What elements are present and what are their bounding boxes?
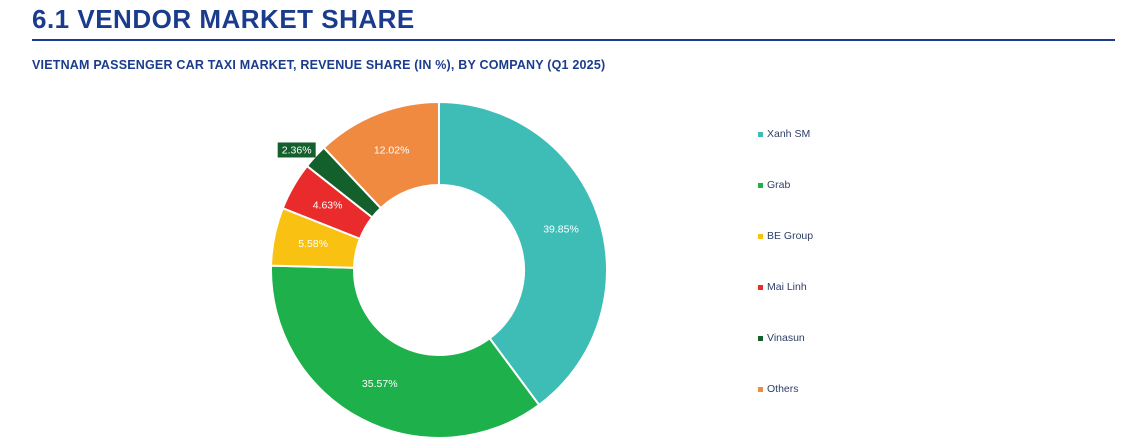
legend-item-mai-linh: Mai Linh — [758, 281, 813, 332]
data-label-xanh-sm: 39.85% — [543, 223, 579, 235]
slice-grab — [270, 264, 541, 439]
legend-swatch — [758, 387, 763, 392]
legend-item-others: Others — [758, 383, 813, 434]
legend-label: Grab — [767, 179, 791, 191]
title-divider — [32, 39, 1115, 41]
legend-label: Xanh SM — [767, 128, 811, 140]
legend-swatch — [758, 336, 763, 341]
chart-legend: Xanh SM Grab BE Group Mai Linh Vinasun Others — [758, 128, 813, 434]
data-label-be-group: 5.58% — [298, 238, 328, 250]
label-box-vinasun — [277, 142, 316, 158]
legend-swatch — [758, 132, 763, 137]
slice-others — [322, 100, 440, 210]
data-label-grab: 35.57% — [362, 378, 398, 390]
chart-subtitle: VIETNAM PASSENGER CAR TAXI MARKET, REVEN… — [32, 58, 606, 72]
legend-swatch — [758, 285, 763, 290]
data-label-others: 12.02% — [374, 144, 410, 156]
legend-item-grab: Grab — [758, 179, 813, 230]
legend-label: Vinasun — [767, 332, 805, 344]
legend-item-be-group: BE Group — [758, 230, 813, 281]
legend-swatch — [758, 183, 763, 188]
legend-swatch — [758, 234, 763, 239]
data-label-mai-linh: 4.63% — [313, 200, 343, 212]
slice-xanh-sm — [438, 100, 608, 407]
legend-item-vinasun: Vinasun — [758, 332, 813, 383]
legend-label: Others — [767, 383, 799, 395]
legend-label: BE Group — [767, 230, 814, 242]
legend-label: Mai Linh — [767, 281, 807, 293]
legend-item-xanh-sm: Xanh SM — [758, 128, 813, 179]
section-title: 6.1 VENDOR MARKET SHARE — [32, 4, 415, 34]
data-label-vinasun: 2.36% — [282, 144, 312, 156]
